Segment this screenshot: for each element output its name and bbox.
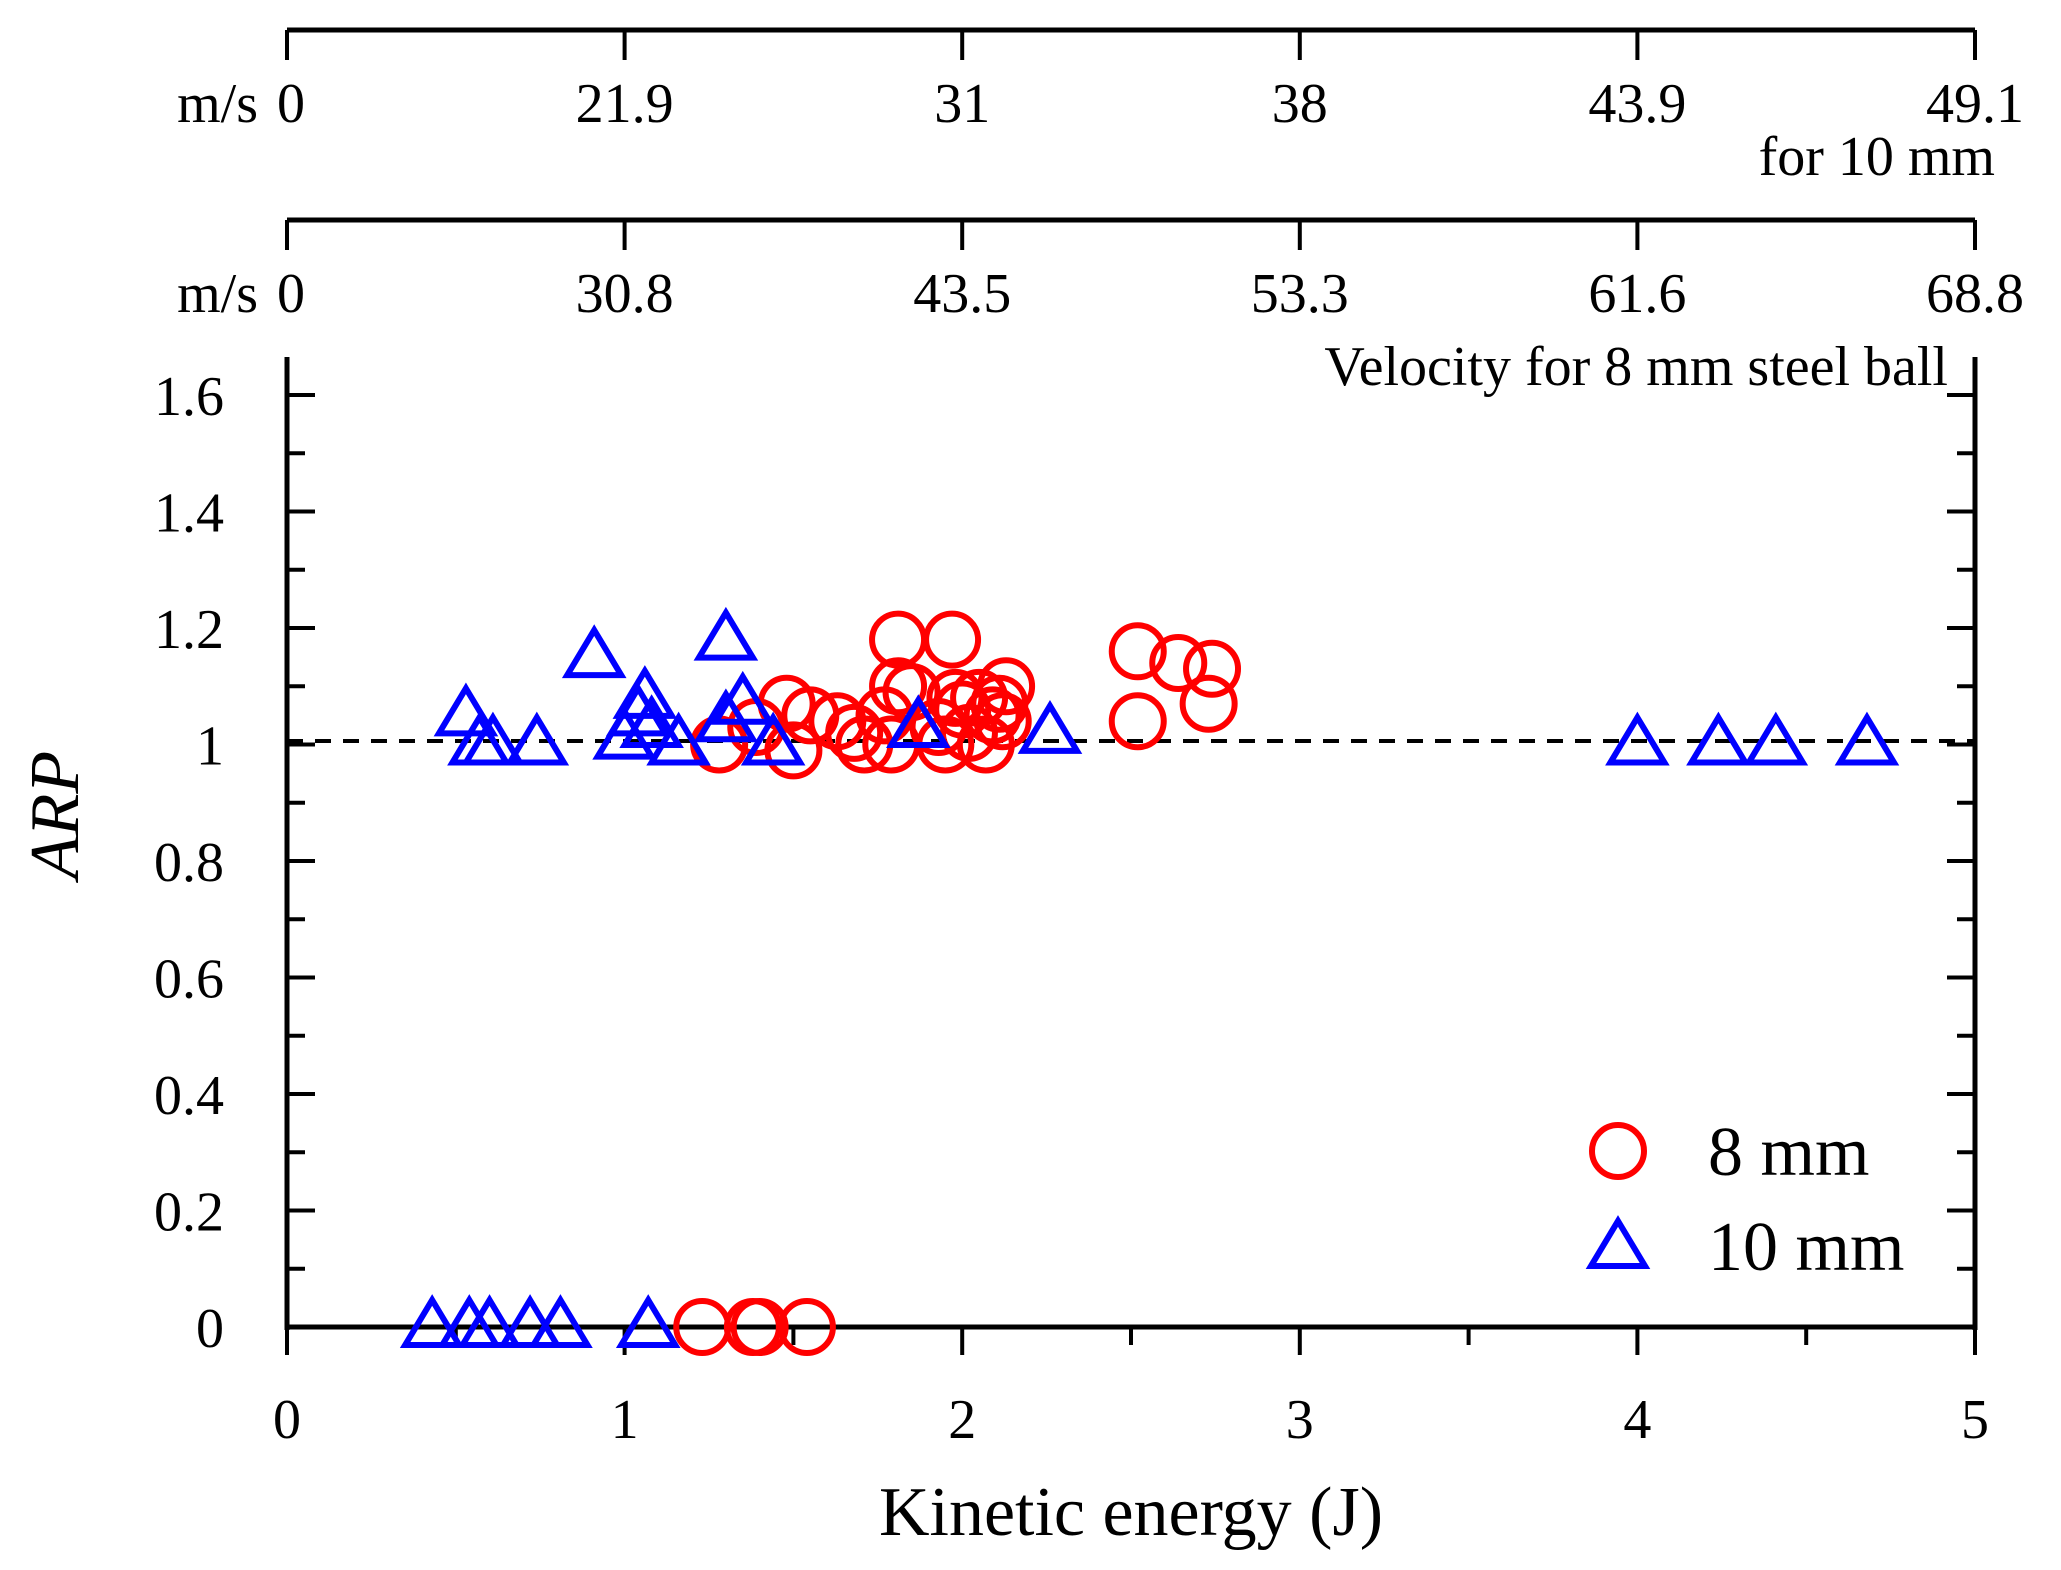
data-point-10mm [460, 711, 526, 766]
data-point-10mm [646, 711, 711, 766]
top-axis-tick-label: 43.5 [913, 263, 1011, 325]
data-point-10mm [1686, 711, 1751, 766]
legend-label-8mm: 8 mm [1708, 1114, 1869, 1191]
y-tick-label: 1.6 [154, 366, 224, 428]
data-point-10mm [619, 694, 684, 749]
top-axis-10mm-ticks: 0 21.9 31 38 43.9 49.1 [277, 30, 2024, 135]
data-point-8mm [923, 610, 982, 669]
data-point-8mm [973, 692, 1032, 751]
data-point-10mm [886, 694, 951, 749]
plot-area: 0 0.2 0.4 0.6 0.8 1 1.2 1.4 1.6 0 1 2 3 4 5 [154, 357, 1989, 1451]
data-point-10mm [561, 624, 627, 679]
data-point-8mm [1149, 633, 1208, 692]
data-point-10mm [457, 1294, 522, 1348]
series-10mm-points [399, 606, 1900, 1348]
top-axis-8mm: 0 30.8 43.5 53.3 61.6 68.8 m/s Velocity for 8… [177, 217, 2024, 398]
top-axis-tick-label: 31 [934, 73, 990, 135]
data-point-10mm [693, 606, 759, 661]
data-point-10mm [504, 711, 570, 766]
legend-marker-10mm [1585, 1215, 1651, 1269]
top-axis-10mm-caption: for 10 mm [1759, 126, 1995, 188]
data-point-10mm [1743, 711, 1809, 766]
data-point-8mm [1108, 692, 1167, 751]
x-tick-label: 5 [1961, 1389, 1989, 1451]
data-point-10mm [528, 1294, 593, 1348]
y-tick-label: 0 [196, 1298, 224, 1360]
data-point-10mm [740, 711, 806, 766]
data-point-10mm [710, 670, 776, 725]
y-tick-label: 0.2 [154, 1182, 224, 1244]
series-8mm-points [673, 610, 1242, 1356]
y-axis-label: ARP [17, 751, 94, 883]
data-point-10mm [605, 682, 671, 737]
y-tick-label: 0.6 [154, 949, 224, 1011]
x-axis-label: Kinetic energy (J) [879, 1474, 1383, 1551]
top-axis-tick-label: 38 [1272, 73, 1328, 135]
x-tick-label: 3 [1286, 1389, 1314, 1451]
top-axis-tick-label: 53.3 [1251, 263, 1349, 325]
top-axis-tick-label: 21.9 [576, 73, 674, 135]
data-point-8mm [777, 1298, 836, 1356]
data-point-10mm [1017, 700, 1083, 754]
data-point-10mm [1834, 711, 1900, 766]
data-point-10mm [1605, 711, 1670, 766]
top-axis-8mm-unit: m/s [177, 263, 258, 325]
data-point-8mm [977, 657, 1036, 716]
y-tick-label: 0.8 [154, 832, 224, 894]
top-axis-8mm-caption: Velocity for 8 mm steel ball [1324, 336, 1948, 398]
data-point-10mm [615, 1294, 681, 1348]
data-point-8mm [1183, 639, 1242, 698]
x-tick-label: 0 [273, 1389, 301, 1451]
top-axis-tick-label: 30.8 [576, 263, 674, 325]
data-point-10mm [433, 682, 499, 737]
y-axis-ticks: 0 0.2 0.4 0.6 0.8 1 1.2 1.4 1.6 [154, 366, 1975, 1360]
top-axis-8mm-ticks: 0 30.8 43.5 53.3 61.6 68.8 [277, 220, 2024, 325]
y-tick-label: 1.4 [154, 483, 224, 545]
data-point-8mm [1108, 622, 1167, 681]
legend: 8 mm 10 mm [1585, 1114, 1904, 1286]
x-tick-label: 4 [1623, 1389, 1651, 1451]
y-tick-label: 1.2 [154, 599, 224, 661]
legend-label-10mm: 10 mm [1708, 1209, 1904, 1286]
data-point-8mm [963, 686, 1022, 745]
top-axis-tick-label: 68.8 [1926, 263, 2024, 325]
x-axis-ticks: 0 1 2 3 4 5 [273, 1327, 1989, 1451]
top-axis-tick-label: 0 [277, 263, 305, 325]
data-point-10mm [693, 688, 759, 743]
x-tick-label: 2 [948, 1389, 976, 1451]
top-axis-10mm-unit: m/s [177, 73, 258, 135]
y-tick-label: 0.4 [154, 1065, 224, 1127]
top-axis-10mm: 0 21.9 31 38 43.9 49.1 m/s for 10 mm [177, 27, 2024, 188]
top-axis-tick-label: 49.1 [1926, 73, 2024, 135]
top-axis-tick-label: 61.6 [1588, 263, 1686, 325]
x-tick-label: 1 [611, 1389, 639, 1451]
data-point-8mm [1179, 674, 1238, 733]
legend-marker-8mm [1589, 1122, 1647, 1180]
y-tick-label: 1 [196, 716, 224, 778]
top-axis-tick-label: 0 [277, 73, 305, 135]
data-point-8mm [730, 1298, 789, 1356]
data-point-8mm [825, 703, 884, 762]
data-point-8mm [764, 721, 823, 780]
data-point-10mm [399, 1294, 465, 1348]
top-axis-tick-label: 43.9 [1588, 73, 1686, 135]
